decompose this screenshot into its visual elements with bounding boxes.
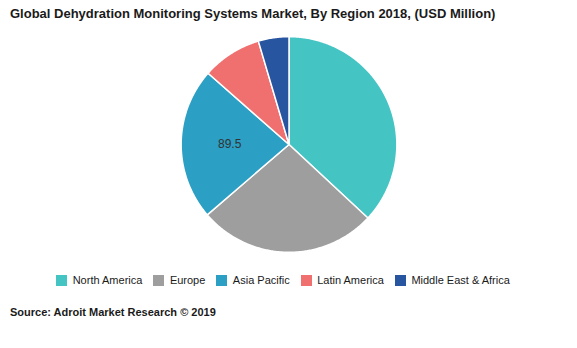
- html-text:Asia Pacific: Asia Pacific: [232, 274, 290, 287]
- html-text:North America: North America: [72, 274, 143, 287]
- html-text:Global Dehydration Monitoring: Global Dehydration Monitoring Systems Ma…: [10, 6, 496, 21]
- svg-text:89.5: 89.5: [218, 137, 242, 151]
- html-text:Source: Adroit Market Research: Source: Adroit Market Research © 2019: [10, 306, 216, 319]
- html-text:Europe: Europe: [169, 274, 206, 287]
- html-text:Latin America: Latin America: [317, 274, 384, 287]
- html-text:Middle East & Africa: Middle East & Africa: [411, 274, 510, 287]
